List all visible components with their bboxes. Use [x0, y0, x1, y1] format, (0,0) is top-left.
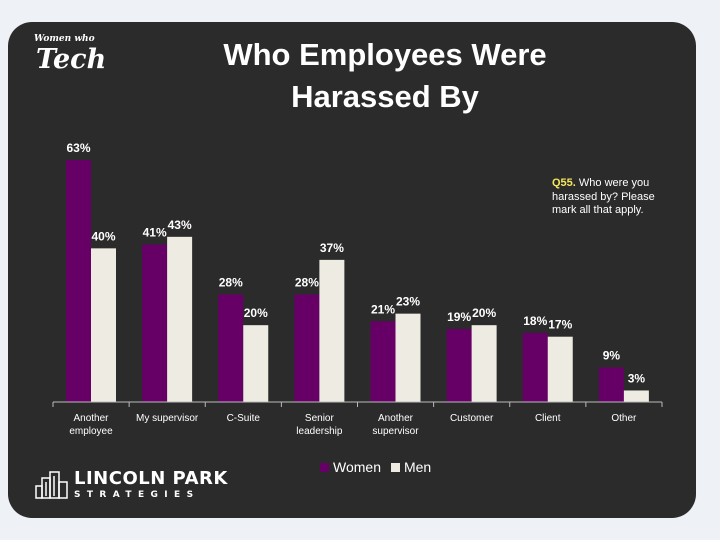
x-tick-label-senior-leadership-line-1: Senior	[305, 413, 335, 424]
x-tick-label-another-supervisor-line-1: Another	[378, 413, 414, 424]
lincoln-park-logo: LINCOLN PARK STRATEGIES	[34, 468, 228, 500]
legend-item-men: Men	[390, 459, 432, 475]
bar-men-my-supervisor	[167, 236, 193, 402]
bar-women-client	[522, 332, 548, 402]
data-label-men-another-supervisor: 23%	[396, 295, 420, 309]
legend: Women Men	[320, 459, 441, 475]
bar-women-another-supervisor	[370, 321, 396, 402]
x-tick-label-c-suite: C-Suite	[227, 413, 261, 424]
buildings-icon	[35, 471, 68, 499]
data-label-women-senior-leadership: 28%	[295, 275, 319, 289]
logo-women-text: Women who	[34, 34, 95, 44]
brand-name: LINCOLN PARK	[74, 467, 228, 489]
data-label-men-client: 17%	[548, 318, 572, 332]
data-label-women-other: 9%	[603, 348, 621, 362]
data-label-women-another-supervisor: 21%	[371, 302, 395, 316]
legend-label-men: Men	[403, 459, 432, 475]
x-tick-label-senior-leadership-line-2: leadership	[296, 426, 343, 437]
bar-women-my-supervisor	[142, 244, 168, 402]
legend-label-women: Women	[333, 459, 381, 475]
women-who-tech-logo: Women who Tech	[32, 34, 112, 80]
question-note: Q55. Who were you harassed by? Please ma…	[552, 177, 682, 218]
title-line-2: Harassed By	[291, 79, 479, 114]
data-label-women-customer: 19%	[447, 310, 471, 324]
data-label-men-my-supervisor: 43%	[168, 218, 192, 232]
legend-item-women: Women	[320, 459, 381, 475]
data-label-women-another-employee: 63%	[66, 141, 90, 155]
data-label-men-customer: 20%	[472, 306, 496, 320]
data-label-men-senior-leadership: 37%	[320, 241, 344, 255]
bar-women-another-employee	[66, 160, 91, 402]
data-label-women-my-supervisor: 41%	[143, 226, 167, 240]
x-tick-label-other: Other	[611, 413, 637, 424]
bar-women-customer	[446, 329, 472, 402]
title-line-1: Who Employees Were	[223, 37, 547, 72]
bar-men-c-suite	[243, 325, 269, 402]
x-tick-label-client: Client	[535, 413, 561, 424]
bar-men-senior-leadership	[319, 259, 345, 402]
data-label-men-c-suite: 20%	[244, 306, 268, 320]
x-tick-label-another-supervisor-line-2: supervisor	[372, 426, 419, 437]
x-tick-label-another-employee-line-1: Another	[73, 413, 109, 424]
bar-women-other	[598, 367, 624, 402]
legend-swatch-men	[390, 462, 400, 472]
legend-swatch-women	[320, 462, 329, 472]
logo-tech-text: Tech	[36, 44, 107, 75]
question-label: Q55.	[552, 177, 576, 189]
question-text: Who were you harassed by? Please mark al…	[552, 177, 655, 216]
page-title: Who Employees Were Harassed By	[175, 34, 595, 118]
bar-men-another-supervisor	[395, 313, 421, 402]
bar-men-another-employee	[91, 248, 116, 402]
bar-men-customer	[471, 325, 497, 402]
x-tick-label-my-supervisor: My supervisor	[136, 413, 199, 424]
slide	[8, 22, 696, 518]
bar-men-other	[623, 390, 649, 402]
data-label-men-another-employee: 40%	[91, 229, 115, 243]
data-label-men-other: 3%	[628, 371, 646, 385]
x-tick-label-another-employee-line-2: employee	[69, 426, 113, 437]
x-tick-label-customer: Customer	[450, 413, 494, 424]
bar-women-c-suite	[218, 294, 244, 402]
bar-women-senior-leadership	[294, 294, 320, 402]
data-label-women-c-suite: 28%	[219, 275, 243, 289]
brand-subtitle: STRATEGIES	[74, 489, 200, 500]
bar-men-client	[547, 336, 573, 402]
data-label-women-client: 18%	[523, 314, 547, 328]
